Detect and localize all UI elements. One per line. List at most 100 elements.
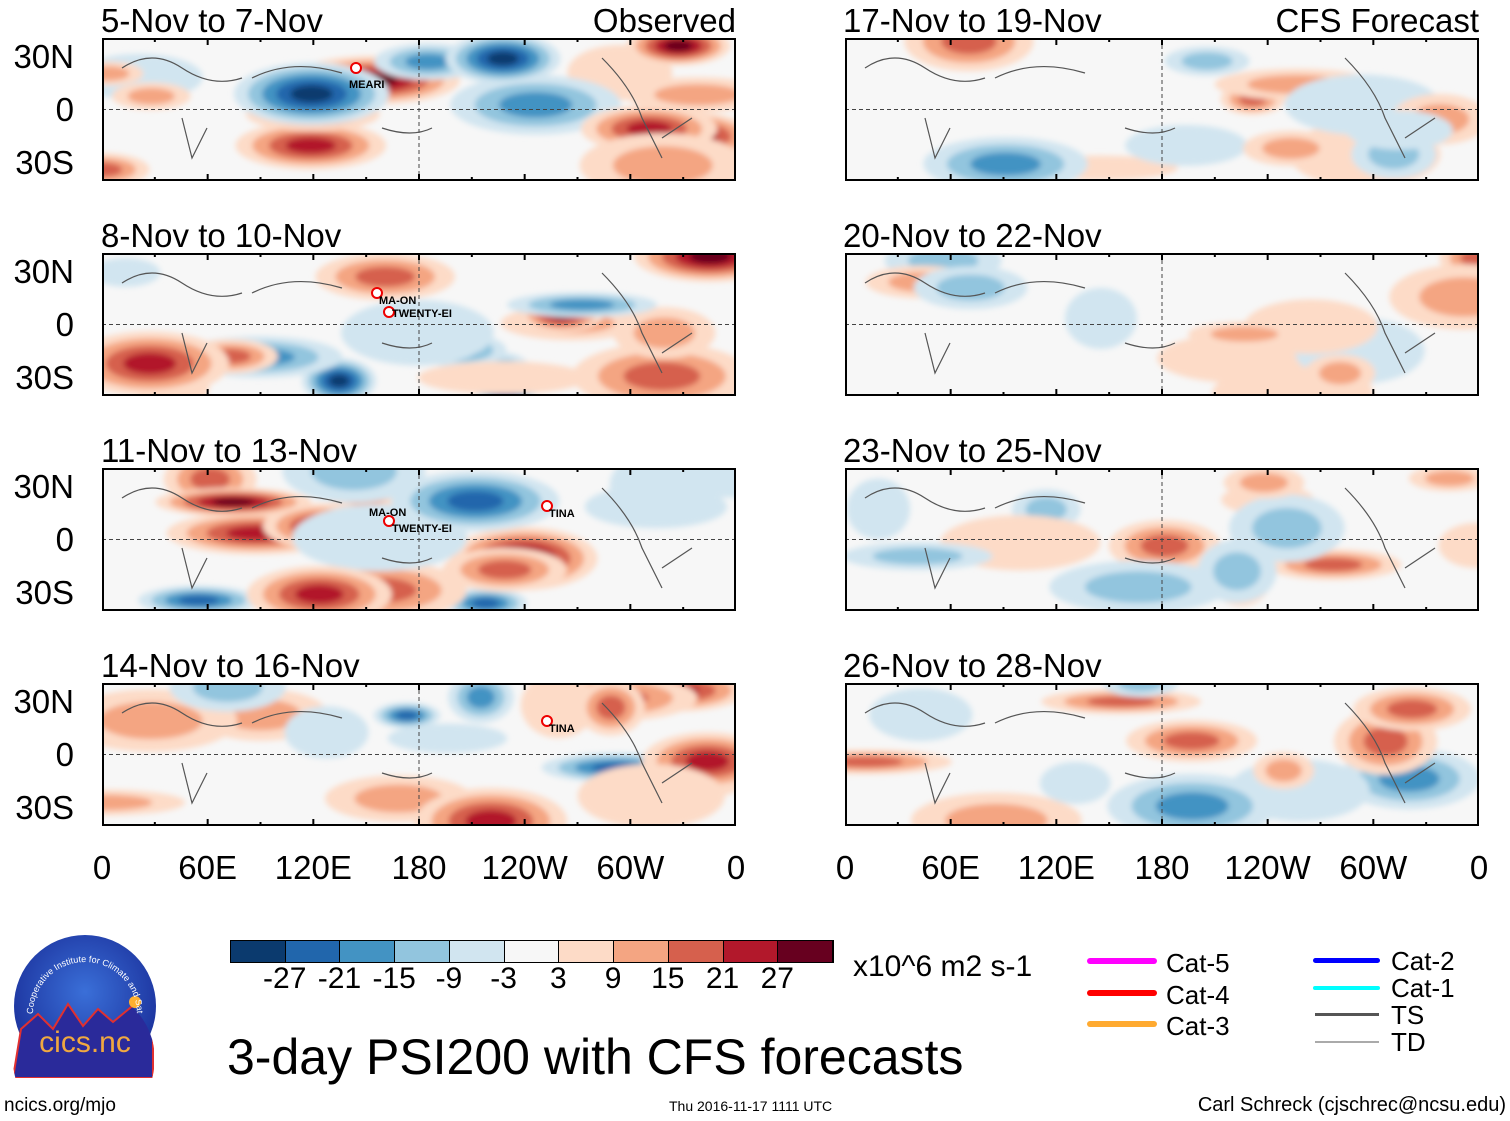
psi-contour <box>1084 571 1192 603</box>
psi-contour <box>1125 124 1248 166</box>
legend-label: Cat-2 <box>1391 946 1455 976</box>
psi-contour <box>1181 52 1233 70</box>
storm-track-maon <box>371 287 383 299</box>
colorbar-bin <box>395 941 450 962</box>
map-panel <box>102 38 736 181</box>
colorbar-label: -27 <box>263 962 307 995</box>
psi-contour <box>478 560 532 580</box>
psi-contour <box>520 683 596 738</box>
cics-logo: Cooperative Institute for Climate and Sa… <box>10 926 157 1078</box>
map-panel <box>102 683 736 826</box>
footer-author: Carl Schreck (cjschrec@ncsu.edu) <box>1197 1094 1506 1116</box>
coastline <box>121 57 693 160</box>
colorbar-bin <box>778 941 834 962</box>
storm-track-meari <box>350 62 362 74</box>
psi-contour <box>1386 699 1438 719</box>
storm-label: TWENTY-EI <box>392 523 452 535</box>
psi-contour <box>1419 277 1479 317</box>
psi-contour <box>471 598 500 609</box>
footer-timestamp: Thu 2016-11-17 1111 UTC <box>669 1098 833 1114</box>
colorbar-bin <box>559 941 615 962</box>
panel-border <box>102 38 736 181</box>
psi-contour <box>192 683 263 702</box>
storm-label: MA-ON <box>369 507 407 519</box>
psi-contour <box>1155 792 1229 820</box>
storm-label: MEARI <box>349 79 385 91</box>
coastline <box>864 702 1436 805</box>
cat1-line <box>1313 986 1380 990</box>
coastline <box>864 57 1436 160</box>
psi-contour <box>395 711 419 720</box>
colorbar-bin <box>668 941 724 962</box>
psi-contour <box>127 87 175 105</box>
coastline <box>121 487 693 590</box>
psi-contour <box>290 85 333 103</box>
y-tick-label: 30N <box>13 38 74 75</box>
colorbar-label: -15 <box>372 962 416 995</box>
panel-border <box>845 38 1479 181</box>
legend-label: TD <box>1391 1027 1426 1057</box>
psi-contour <box>1239 472 1289 493</box>
psi-contour <box>1346 110 1453 150</box>
ts-line <box>1315 1013 1379 1016</box>
observed-label: Observed <box>592 2 736 39</box>
storm-label: TINA <box>549 508 575 520</box>
colorbar <box>230 940 834 963</box>
psi-contour <box>212 498 255 506</box>
storm-label: MA-ON <box>379 295 417 307</box>
map-panel <box>845 38 1479 181</box>
cfs-forecast-label: CFS Forecast <box>1275 2 1479 39</box>
colorbar-label: 15 <box>651 962 685 995</box>
coastline <box>121 702 693 805</box>
psi-contour <box>577 764 725 826</box>
psi-contour <box>102 794 153 811</box>
legend-label: TS <box>1391 1000 1425 1030</box>
x-tick-label: 120E <box>1017 849 1095 886</box>
colorbar-bin <box>449 941 505 962</box>
psi-contour <box>499 92 573 118</box>
logo-text: cics.nc <box>39 1026 131 1059</box>
panel-border <box>845 253 1479 396</box>
psi-contour <box>1210 326 1279 342</box>
psi-contour <box>190 468 230 491</box>
psi-contour <box>549 299 615 311</box>
colorbar-label: -3 <box>490 962 517 995</box>
x-tick-label: 180 <box>391 849 447 886</box>
colorbar-units: x10^6 m2 s-1 <box>853 950 1033 983</box>
psi-contour <box>487 51 519 66</box>
legend-label: Cat-5 <box>1166 948 1230 978</box>
psi-contour <box>466 686 495 709</box>
panel-border <box>102 468 736 611</box>
panel-title: 8-Nov to 10-Nov <box>101 217 342 254</box>
psi-contour <box>1086 696 1156 707</box>
psi-contour <box>1117 683 1163 692</box>
colorbar-label: 21 <box>705 962 740 995</box>
colorbar-bin <box>504 941 560 962</box>
psi-contour <box>596 695 626 720</box>
psi-contour <box>689 253 731 264</box>
psi-contour <box>178 595 219 606</box>
psi-contour <box>1262 137 1320 159</box>
psi-contour <box>623 362 701 391</box>
panel-border <box>102 683 736 826</box>
colorbar-label: -21 <box>317 962 362 995</box>
psi-contour <box>633 317 696 349</box>
x-tick-label: 120W <box>481 849 568 886</box>
storm-track-tina <box>541 500 553 512</box>
x-tick-label: 60E <box>921 849 981 886</box>
psi-contour <box>310 468 397 491</box>
x-tick-label: 120E <box>274 849 352 886</box>
legend-label: Cat-1 <box>1391 973 1455 1003</box>
psi-contour <box>285 137 336 154</box>
panel-title: 20-Nov to 22-Nov <box>843 217 1102 254</box>
y-tick-label: 0 <box>55 736 74 773</box>
psi-contour <box>872 547 963 565</box>
storm-track-twentyei <box>383 515 395 527</box>
y-tick-label: 30S <box>15 359 74 396</box>
colorbar-bin <box>231 941 286 962</box>
colorbar-label: -9 <box>435 962 463 995</box>
psi-contour <box>1213 552 1261 591</box>
psi-contour <box>941 38 997 55</box>
map-panel <box>845 253 1479 396</box>
psi-contour <box>1460 253 1479 267</box>
